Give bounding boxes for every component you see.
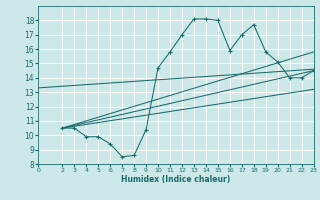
X-axis label: Humidex (Indice chaleur): Humidex (Indice chaleur) <box>121 175 231 184</box>
